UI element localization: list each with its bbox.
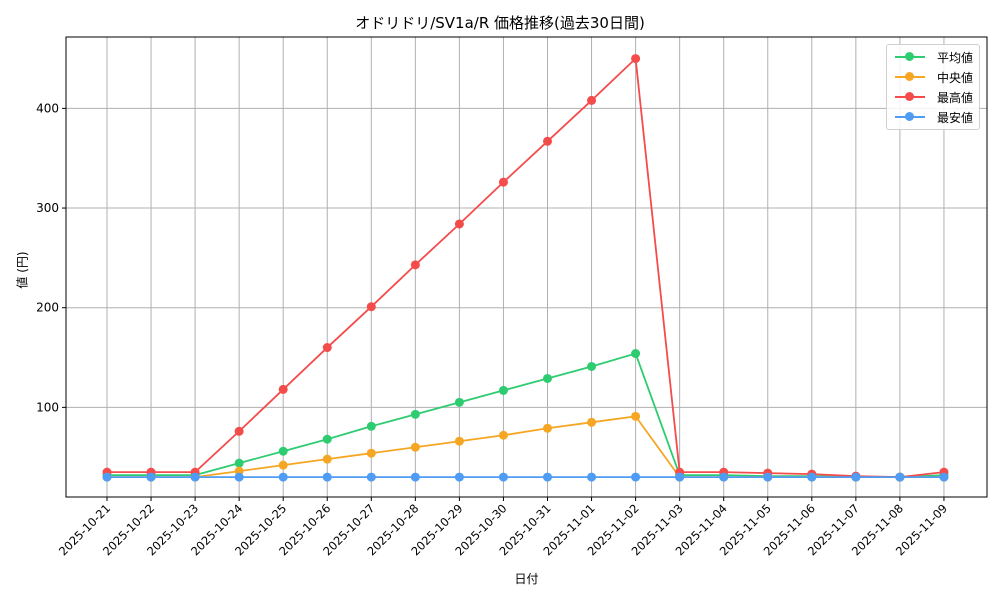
data-point	[322, 454, 332, 464]
data-point	[807, 472, 817, 482]
legend-marker-icon	[895, 72, 925, 81]
data-point	[366, 472, 376, 482]
data-point	[587, 95, 597, 105]
data-point	[454, 472, 464, 482]
data-point	[234, 458, 244, 468]
legend: 平均値 中央値 最高値 最安値	[886, 44, 980, 130]
legend-marker-icon	[895, 112, 925, 121]
data-point	[763, 472, 773, 482]
data-point	[410, 442, 420, 452]
y-tick-label: 200	[36, 301, 59, 315]
data-point	[631, 349, 641, 359]
data-point	[454, 436, 464, 446]
data-point	[322, 472, 332, 482]
data-point	[631, 472, 641, 482]
x-axis-label: 日付	[514, 572, 539, 586]
data-point	[587, 361, 597, 371]
data-point	[498, 385, 508, 395]
data-point	[719, 472, 729, 482]
data-point	[631, 54, 641, 64]
data-point	[102, 472, 112, 482]
data-point	[587, 472, 597, 482]
data-point	[366, 302, 376, 312]
legend-item-max: 最高値	[887, 87, 979, 107]
data-point	[410, 260, 420, 270]
data-point	[278, 384, 288, 394]
data-point	[454, 219, 464, 229]
data-point	[366, 421, 376, 431]
grid	[66, 37, 987, 497]
data-point	[543, 423, 552, 433]
data-point	[410, 409, 420, 419]
series-line	[102, 472, 949, 482]
series-line	[102, 349, 949, 482]
data-point	[234, 426, 244, 436]
data-point	[278, 460, 288, 470]
series-line	[102, 54, 949, 482]
data-point	[587, 417, 597, 427]
series-line	[102, 411, 949, 482]
data-point	[234, 472, 244, 482]
legend-marker-icon	[895, 92, 925, 101]
data-point	[146, 472, 156, 482]
data-point	[939, 472, 949, 482]
data-point	[278, 472, 288, 482]
data-point	[498, 177, 508, 187]
data-point	[675, 472, 685, 482]
data-point	[851, 472, 861, 482]
y-tick-label: 300	[36, 201, 59, 215]
data-point	[498, 430, 508, 440]
data-point	[366, 448, 376, 458]
data-point	[543, 373, 552, 383]
data-point	[895, 472, 905, 482]
legend-item-min: 最安値	[887, 107, 979, 127]
data-point	[454, 397, 464, 407]
legend-item-average: 平均値	[887, 47, 979, 67]
legend-marker-icon	[895, 52, 925, 61]
data-point	[410, 472, 420, 482]
data-point	[543, 472, 552, 482]
data-point	[322, 343, 332, 353]
data-point	[278, 446, 288, 456]
data-point	[190, 472, 200, 482]
data-point	[498, 472, 508, 482]
chart-title: オドリドリ/SV1a/R 価格推移(過去30日間)	[355, 14, 645, 32]
y-tick-label: 100	[36, 400, 59, 414]
legend-item-median: 中央値	[887, 67, 979, 87]
y-tick-label: 400	[36, 101, 59, 115]
plot-frame	[65, 36, 988, 498]
data-point	[631, 411, 641, 421]
y-axis-label: 値 (円)	[15, 251, 30, 289]
data-point	[322, 434, 332, 444]
data-point	[543, 136, 552, 146]
